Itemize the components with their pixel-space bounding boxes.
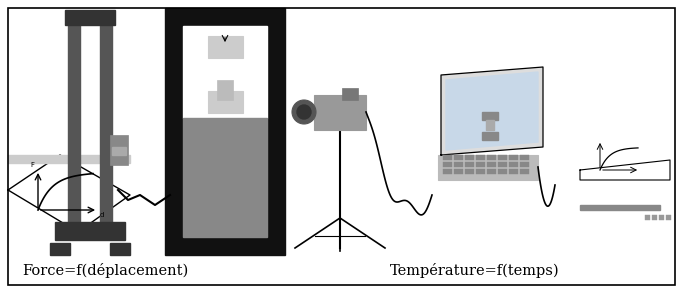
- Bar: [666, 215, 671, 220]
- Bar: [645, 215, 650, 220]
- Bar: [100, 25, 112, 235]
- Bar: [110, 135, 128, 165]
- Bar: [65, 10, 115, 25]
- Bar: [465, 169, 474, 174]
- Bar: [68, 25, 80, 235]
- Bar: [498, 162, 507, 167]
- Bar: [183, 26, 267, 118]
- Bar: [314, 95, 366, 130]
- Bar: [580, 205, 660, 210]
- Bar: [659, 215, 664, 220]
- Polygon shape: [441, 67, 543, 155]
- Text: Force=f(déplacement): Force=f(déplacement): [22, 263, 189, 278]
- Bar: [509, 155, 518, 160]
- Bar: [454, 162, 463, 167]
- Text: d: d: [100, 212, 104, 218]
- Circle shape: [292, 100, 316, 124]
- Bar: [165, 8, 285, 255]
- Bar: [482, 112, 498, 120]
- Bar: [476, 162, 485, 167]
- Bar: [208, 36, 243, 58]
- Bar: [217, 80, 233, 100]
- Bar: [509, 169, 518, 174]
- Bar: [50, 243, 70, 255]
- Bar: [520, 162, 529, 167]
- Bar: [487, 162, 496, 167]
- Polygon shape: [446, 72, 538, 150]
- Circle shape: [297, 105, 311, 119]
- Polygon shape: [8, 155, 130, 163]
- Bar: [486, 120, 494, 130]
- Polygon shape: [580, 160, 670, 180]
- Bar: [443, 169, 452, 174]
- Bar: [476, 169, 485, 174]
- Bar: [112, 147, 126, 155]
- Text: Température=f(temps): Température=f(temps): [390, 263, 559, 278]
- Bar: [565, 175, 675, 230]
- Bar: [443, 162, 452, 167]
- Bar: [443, 155, 452, 160]
- Bar: [509, 162, 518, 167]
- Bar: [208, 91, 243, 113]
- Bar: [520, 155, 529, 160]
- Bar: [110, 243, 130, 255]
- Bar: [498, 169, 507, 174]
- Bar: [342, 88, 358, 100]
- Bar: [482, 132, 498, 140]
- Text: F: F: [30, 162, 34, 168]
- Bar: [454, 169, 463, 174]
- Bar: [487, 169, 496, 174]
- Bar: [454, 155, 463, 160]
- Bar: [438, 155, 538, 180]
- Bar: [498, 155, 507, 160]
- Bar: [465, 155, 474, 160]
- Bar: [520, 169, 529, 174]
- Polygon shape: [8, 155, 130, 232]
- Bar: [487, 155, 496, 160]
- Bar: [183, 118, 267, 237]
- Bar: [476, 155, 485, 160]
- Bar: [465, 162, 474, 167]
- Bar: [55, 222, 125, 240]
- Bar: [652, 215, 657, 220]
